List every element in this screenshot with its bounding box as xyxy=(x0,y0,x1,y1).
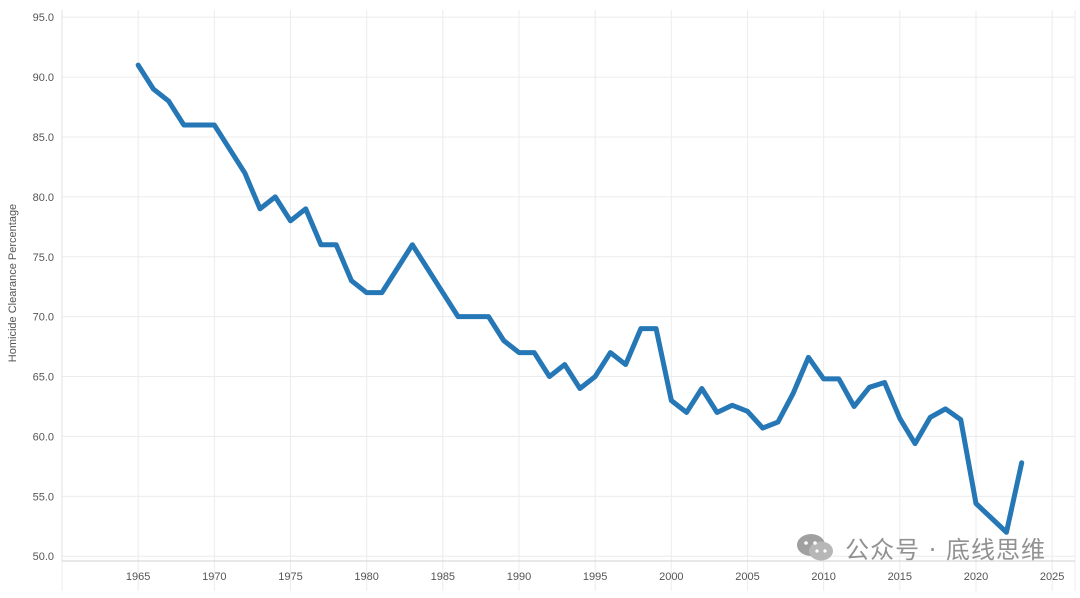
watermark: 公众号 · 底线思维 xyxy=(795,530,1046,565)
y-tick-label: 80.0 xyxy=(33,192,54,204)
x-tick-label: 1995 xyxy=(583,571,607,583)
series-lines xyxy=(135,62,1025,535)
x-tick-label: 1970 xyxy=(202,571,226,583)
axes xyxy=(61,10,1075,562)
x-tick-label: 2025 xyxy=(1040,571,1064,583)
y-tick-label: 90.0 xyxy=(33,72,54,84)
y-tick-label: 50.0 xyxy=(33,551,54,563)
x-tick-label: 2020 xyxy=(964,571,988,583)
x-tick-label: 2015 xyxy=(888,571,912,583)
y-tick-label: 95.0 xyxy=(33,12,54,24)
x-tick-label: 1965 xyxy=(126,571,150,583)
y-tick-label: 75.0 xyxy=(33,252,54,264)
series-line xyxy=(135,62,1025,535)
y-tick-label: 55.0 xyxy=(33,491,54,503)
y-axis-ticks: 50.0 55.0 60.0 65.0 70.0 75.0 80.0 85.0 90.0 95.0 xyxy=(33,12,54,563)
x-tick-label: 2000 xyxy=(659,571,683,583)
wechat-icon xyxy=(795,531,837,565)
x-tick-label: 2005 xyxy=(735,571,759,583)
y-tick-label: 85.0 xyxy=(33,132,54,144)
x-axis-ticks: 1965 1970 1975 1980 1985 1990 1995 2000 2005 2010… xyxy=(126,571,1064,583)
y-tick-label: 60.0 xyxy=(33,431,54,443)
x-tick-label: 1980 xyxy=(354,571,378,583)
y-axis-title: Homicide Clearance Percentage xyxy=(7,204,19,362)
y-tick-label: 70.0 xyxy=(33,312,54,324)
y-tick-label: 65.0 xyxy=(33,372,54,384)
grid-lines xyxy=(61,10,1076,591)
x-tick-label: 2010 xyxy=(811,571,835,583)
x-tick-label: 1990 xyxy=(507,571,531,583)
x-tick-label: 1985 xyxy=(431,571,455,583)
x-tick-label: 1975 xyxy=(278,571,302,583)
watermark-text: 公众号 · 底线思维 xyxy=(845,536,1046,564)
